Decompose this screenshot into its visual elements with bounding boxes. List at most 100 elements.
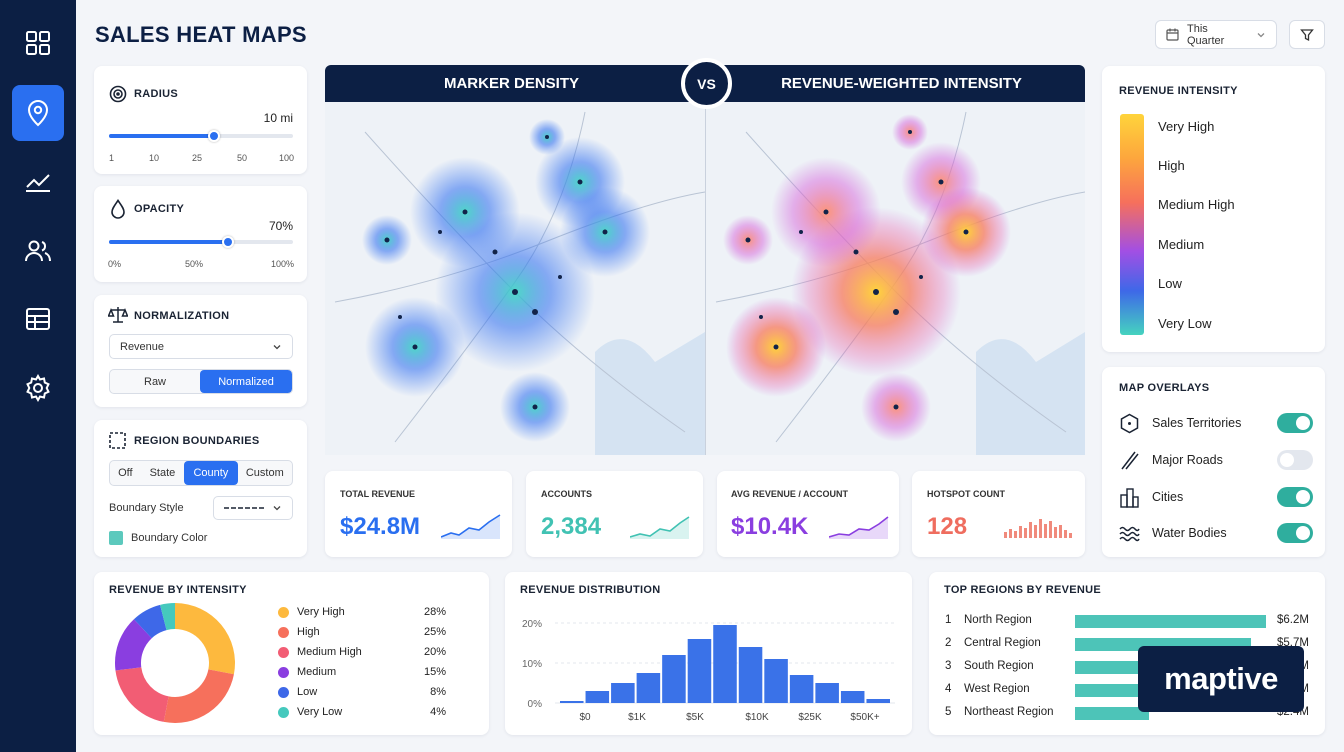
histogram-bar[interactable]: [560, 701, 584, 703]
nav-settings[interactable]: [12, 360, 64, 416]
boundary-color-swatch[interactable]: [109, 531, 123, 545]
region-rank: 5: [945, 706, 952, 718]
normalization-normalized-option[interactable]: Normalized: [200, 370, 292, 393]
x-tick-label: $10K: [745, 712, 769, 723]
boundary-state-option[interactable]: State: [149, 467, 176, 479]
region-name: South Region: [964, 660, 1034, 672]
major-roads-toggle[interactable]: [1277, 450, 1313, 470]
boundary-off-option[interactable]: Off: [118, 467, 133, 479]
donut-slice[interactable]: [115, 619, 152, 671]
overlay-cities: Cities: [1119, 486, 1183, 508]
chevron-down-icon: [273, 344, 281, 349]
boundary-county-option[interactable]: County: [184, 461, 238, 485]
legend-percent: 8%: [430, 686, 446, 698]
overlay-label: Sales Territories: [1152, 416, 1242, 430]
pie-legend-item: Low: [278, 686, 317, 698]
opacity-slider-thumb[interactable]: [222, 236, 234, 248]
kpi-value: $10.4K: [731, 513, 809, 540]
revenue-distribution-chart[interactable]: 20% 10% 0% $0 $1K $5K $10K $25K $50K+: [515, 610, 905, 725]
kpi-value: 128: [927, 513, 968, 540]
boundary-custom-option[interactable]: Custom: [245, 467, 284, 479]
kpi-label: AVG REVENUE / ACCOUNT: [731, 489, 849, 499]
nav-table[interactable]: [12, 291, 64, 347]
region-name: Northeast Region: [964, 706, 1054, 718]
map-overlays-title: MAP OVERLAYS: [1119, 382, 1210, 394]
scale-icon: [108, 307, 128, 323]
legend-label: Medium: [297, 666, 337, 678]
sidebar: [0, 0, 76, 752]
sales-territories-toggle[interactable]: [1277, 413, 1313, 433]
legend-percent: 4%: [430, 706, 446, 718]
map-pin-icon: [27, 99, 49, 127]
opacity-slider-fill: [109, 240, 229, 244]
radius-tick: 1: [109, 153, 115, 163]
histogram-bar[interactable]: [789, 675, 814, 703]
overlay-sales-territories: Sales Territories: [1119, 412, 1241, 434]
legend-label: Very Low: [297, 706, 343, 718]
normalization-select[interactable]: Revenue: [109, 334, 293, 359]
histogram-bar[interactable]: [585, 691, 610, 703]
histogram-bar[interactable]: [713, 625, 737, 703]
donut-slice[interactable]: [163, 669, 234, 723]
pie-legend-item: Very Low: [278, 706, 342, 718]
region-bar[interactable]: [1075, 707, 1149, 720]
nav-users[interactable]: [12, 223, 64, 279]
region-value: $6.2M: [1277, 614, 1309, 626]
intensity-gradient-bar: [1120, 114, 1144, 335]
dashed-square-icon: [109, 432, 126, 449]
kpi-label: ACCOUNTS: [541, 489, 592, 499]
filter-button[interactable]: [1289, 20, 1325, 49]
normalization-toggle: Raw Normalized: [109, 369, 293, 394]
chart-line-icon: [26, 174, 50, 192]
histogram-bar[interactable]: [866, 699, 890, 703]
revenue-donut-chart[interactable]: [114, 602, 236, 724]
date-range-select[interactable]: This Quarter: [1155, 20, 1277, 49]
donut-slice[interactable]: [175, 603, 235, 675]
histogram-bar[interactable]: [662, 655, 686, 703]
region-boundaries-title: REGION BOUNDARIES: [134, 435, 260, 447]
histogram-bar[interactable]: [636, 673, 661, 703]
donut-slice[interactable]: [115, 667, 169, 722]
table-icon: [26, 308, 50, 330]
settings-icon: [26, 374, 50, 402]
marker-density-title: MARKER DENSITY: [443, 75, 579, 92]
histogram-bar[interactable]: [738, 647, 763, 703]
radius-title: RADIUS: [134, 88, 178, 100]
opacity-tick: 100%: [271, 259, 295, 269]
kpi-value: $24.8M: [340, 513, 421, 540]
x-tick-label: $5K: [686, 712, 704, 723]
opacity-value: 70%: [268, 219, 293, 233]
boundary-style-select[interactable]: [213, 496, 293, 520]
heatmap-comparison[interactable]: [325, 102, 1085, 455]
normalization-raw-option[interactable]: Raw: [144, 375, 167, 388]
nav-map[interactable]: [12, 85, 64, 141]
donut-slice[interactable]: [160, 603, 175, 631]
region-rank: 3: [945, 660, 952, 672]
histogram-bar[interactable]: [764, 659, 788, 703]
opacity-tick: 50%: [185, 259, 204, 269]
region-boundaries-card: [94, 420, 307, 557]
nav-dashboard[interactable]: [12, 15, 64, 71]
cities-toggle[interactable]: [1277, 487, 1313, 507]
overlay-major-roads: Major Roads: [1119, 449, 1223, 471]
legend-percent: 25%: [423, 626, 446, 638]
water-bodies-toggle[interactable]: [1277, 523, 1313, 543]
water-body: [595, 332, 705, 455]
nav-analytics[interactable]: [12, 154, 64, 210]
kpi-hotspot-card: [912, 471, 1085, 557]
histogram-bar[interactable]: [815, 683, 839, 703]
revenue-intensity-title: REVENUE INTENSITY: [1119, 85, 1238, 97]
x-tick-label: $1K: [628, 712, 646, 723]
opacity-title: OPACITY: [134, 203, 185, 215]
histogram-bar[interactable]: [840, 691, 865, 703]
donut-slice[interactable]: [133, 604, 167, 639]
region-bar[interactable]: [1075, 615, 1266, 628]
revenue-intensity-heat: [723, 114, 1011, 442]
city-buildings-icon: [1120, 487, 1139, 508]
histogram-bar[interactable]: [687, 639, 712, 703]
water-body: [976, 332, 1085, 455]
intensity-level: Very Low: [1158, 316, 1212, 331]
radius-slider-thumb[interactable]: [208, 130, 220, 142]
region-rank: 2: [945, 637, 952, 649]
histogram-bar[interactable]: [611, 683, 635, 703]
